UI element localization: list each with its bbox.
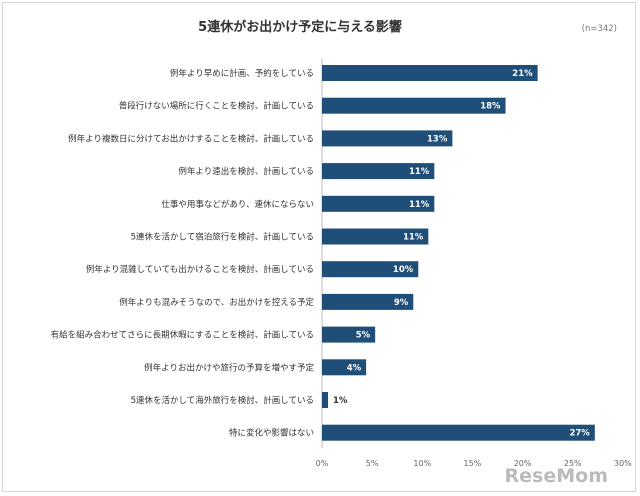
bar: [322, 130, 453, 147]
bar: [322, 228, 429, 245]
value-label: 10%: [393, 265, 414, 275]
value-label: 21%: [512, 69, 533, 79]
bar: [322, 392, 329, 408]
value-label: 27%: [569, 429, 590, 439]
bar: [322, 359, 367, 376]
value-label: 9%: [394, 298, 409, 308]
category-label: 仕事や用事などがあり、連休にならない: [161, 199, 314, 210]
category-label: 例年よりお出かけや旅行の予算を増やす予定: [144, 362, 314, 373]
category-label: 例年より早めに計画、予約をしている: [170, 68, 314, 79]
bar: [322, 195, 435, 212]
x-tick-label: 15%: [464, 459, 482, 468]
bar: [322, 261, 419, 278]
category-label: 例年より遠出を検討、計画している: [178, 166, 314, 177]
value-label: 1%: [333, 396, 348, 406]
x-tick-label: 10%: [413, 459, 431, 468]
category-label: 5連休を活かして海外旅行を検討、計画している: [131, 395, 314, 406]
category-label: 5連休を活かして宿泊旅行を検討、計画している: [131, 232, 314, 243]
value-label: 13%: [427, 134, 448, 144]
category-label: 例年よりも混みそうなので、お出かけを控える予定: [119, 297, 314, 308]
x-tick-label: 25%: [564, 459, 582, 468]
value-label: 18%: [480, 102, 501, 112]
bar: [322, 97, 506, 114]
value-label: 11%: [409, 200, 430, 210]
value-label: 4%: [347, 363, 362, 373]
category-label: 有給を組み合わせてさらに長期休暇にすることを検討、計画している: [51, 330, 314, 341]
x-axis-ticks: 0% 5% 10% 15% 20% 25% 30%: [316, 459, 633, 468]
chart-frame: [2, 2, 636, 492]
bars-group: 例年より早めに計画、予約をしている 21% 普段行けない場所に行くことを検討、計画し…: [51, 65, 595, 441]
value-label: 5%: [356, 331, 371, 341]
category-label: 特に変化や影響はない: [229, 428, 314, 439]
category-label: 例年より複数日に分けてお出かけすることを検討、計画している: [68, 133, 314, 144]
category-label: 例年より混雑していても出かけることを検討、計画している: [86, 264, 314, 275]
bar: [322, 65, 538, 81]
bar: [322, 326, 376, 343]
category-label: 普段行けない場所に行くことを検討、計画している: [119, 101, 314, 112]
bar: [322, 293, 414, 310]
bar: [322, 424, 595, 441]
value-label: 11%: [403, 233, 424, 243]
bar: [322, 163, 435, 180]
x-tick-label: 20%: [514, 459, 532, 468]
x-tick-label: 0%: [316, 459, 329, 468]
x-tick-label: 30%: [614, 459, 632, 468]
resemom-logo: ReseMom: [505, 465, 608, 487]
x-tick-label: 5%: [366, 459, 379, 468]
chart-title: 5連休がお出かけ予定に与える影響: [198, 19, 402, 35]
sample-size-note: (n=342): [582, 24, 617, 34]
value-label: 11%: [409, 167, 430, 177]
